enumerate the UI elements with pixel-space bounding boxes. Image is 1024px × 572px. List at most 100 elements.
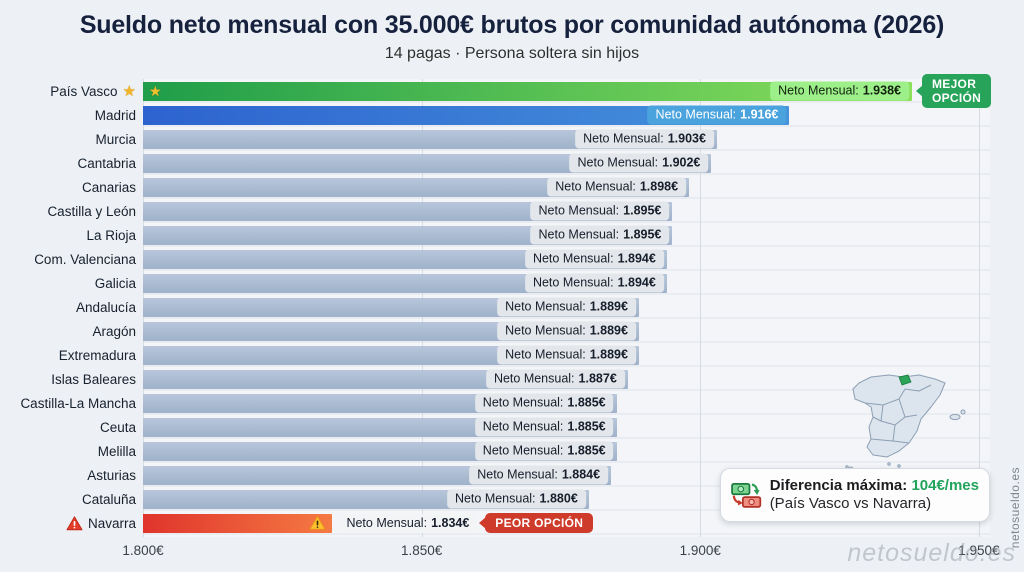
value-label-group: Neto Mensual: 1.880€: [446, 489, 586, 509]
value-pill: Neto Mensual: 1.889€: [497, 345, 636, 365]
chart-row-canarias: Canarias Neto Mensual: 1.898€: [0, 175, 1024, 199]
category-label: Melilla: [0, 444, 143, 459]
value-amount: 1.894€: [617, 251, 656, 266]
star-icon: ★: [122, 82, 136, 100]
value-pill: Neto Mensual: 1.894€: [524, 273, 664, 293]
value-label-group: Neto Mensual: 1.916€: [647, 105, 787, 125]
value-pill: Neto Mensual: 1.885€: [474, 417, 614, 437]
value-pill: Neto Mensual: 1.889€: [497, 297, 636, 317]
row-plot: Neto Mensual: 1.884€: [143, 463, 990, 487]
row-plot: Neto Mensual: 1.903€: [143, 127, 990, 151]
value-prefix: Neto Mensual:: [493, 371, 575, 386]
value-amount: 1.938€: [862, 83, 901, 98]
bar: [143, 513, 333, 533]
value-amount: 1.898€: [639, 179, 679, 194]
axis-gridline: [978, 79, 980, 537]
chart-row-murcia: Murcia Neto Mensual: 1.903€: [0, 127, 1024, 151]
best-option-badge-wrap: MEJOR OPCIÓN: [921, 74, 992, 108]
chart-row-madrid: Madrid Neto Mensual: 1.916€: [0, 103, 1024, 127]
value-pill: Neto Mensual: 1.916€: [647, 105, 787, 125]
page-title: Sueldo neto mensual con 35.000€ brutos p…: [79, 11, 945, 39]
value-amount: 1.887€: [578, 371, 617, 386]
chart-row-extremadura: Extremadura Neto Mensual: 1.889€: [0, 343, 1024, 367]
spain-map: [845, 374, 966, 474]
row-plot: Neto Mensual: 1.889€: [143, 319, 990, 343]
value-label-group: Neto Mensual: 1.884€: [469, 465, 609, 485]
category-label: Asturias: [0, 468, 143, 483]
value-pill: Neto Mensual: 1.884€: [469, 465, 609, 485]
chart-row-catalu-a: Cataluña Neto Mensual: 1.880€: [0, 487, 1024, 511]
warning-icon: [309, 515, 326, 531]
category-label: Islas Baleares: [0, 372, 143, 387]
row-plot: Neto Mensual: 1.889€: [143, 295, 990, 319]
category-name: Murcia: [95, 131, 136, 147]
value-label-group: Neto Mensual: 1.889€: [497, 321, 636, 341]
value-prefix: Neto Mensual:: [583, 131, 664, 146]
category-name: Galicia: [94, 275, 136, 291]
value-prefix: Neto Mensual:: [532, 275, 614, 290]
value-pill: Neto Mensual: 1.903€: [575, 129, 714, 149]
category-name: Castilla-La Mancha: [20, 395, 136, 411]
bar: ★: [143, 81, 912, 101]
category-label: Andalucía: [0, 300, 143, 315]
value-prefix: Neto Mensual:: [505, 299, 586, 314]
bar: [143, 129, 717, 149]
value-pill: Neto Mensual: 1.902€: [569, 153, 709, 173]
category-label: La Rioja: [0, 228, 143, 243]
value-pill: Neto Mensual: 1.938€: [770, 81, 909, 101]
worst-option-badge: PEOR OPCIÓN: [485, 513, 594, 533]
bar: [143, 153, 712, 173]
value-label-group: Neto Mensual: 1.895€: [530, 225, 670, 245]
row-plot: Neto Mensual: 1.885€: [143, 391, 990, 415]
category-name: País Vasco: [50, 83, 118, 99]
value-amount: 1.903€: [667, 131, 706, 146]
category-name: Cataluña: [81, 491, 136, 507]
watermark: netosueldo.es: [847, 539, 1016, 567]
difference-box: Diferencia máxima: 104€/mes (País Vasco …: [720, 468, 990, 522]
value-amount: 1.889€: [589, 323, 628, 338]
chart-row-arag-n: Aragón Neto Mensual: 1.889€: [0, 319, 1024, 343]
value-prefix: Neto Mensual:: [555, 179, 636, 194]
value-amount: 1.902€: [662, 155, 701, 170]
row-plot: Neto Mensual: 1.895€: [143, 199, 990, 223]
value-prefix: Neto Mensual:: [482, 395, 564, 410]
category-label: País Vasco ★: [0, 84, 143, 99]
value-label-group: Neto Mensual: 1.889€: [497, 297, 636, 317]
value-amount: 1.895€: [623, 227, 662, 242]
category-label: Castilla-La Mancha: [0, 396, 143, 411]
highlighted-region-pais-vasco: [898, 374, 912, 386]
value-label-group: Neto Mensual: 1.887€: [485, 369, 625, 389]
value-amount: 1.834€: [431, 515, 470, 530]
value-label-group: Neto Mensual: 1.889€: [497, 345, 636, 365]
category-label: Cataluña: [0, 492, 143, 507]
row-plot: Neto Mensual: 1.895€: [143, 223, 990, 247]
value-amount: 1.880€: [539, 491, 578, 506]
value-label-group: Neto Mensual: 1.885€: [474, 417, 614, 437]
value-pill: Neto Mensual: 1.889€: [497, 321, 636, 341]
chart-row-ceuta: Ceuta Neto Mensual: 1.885€: [0, 415, 1024, 439]
category-name: Com. Valenciana: [34, 251, 136, 267]
value-amount: 1.885€: [567, 443, 606, 458]
chart-row-navarra: Navarra Neto Mensual: 1.834€ PEOR OPCIÓN: [0, 511, 1024, 535]
row-plot: Neto Mensual: 1.885€: [143, 415, 990, 439]
value-prefix: Neto Mensual:: [538, 227, 620, 242]
value-prefix: Neto Mensual:: [778, 83, 859, 98]
value-label-group: Neto Mensual: 1.894€: [524, 249, 664, 269]
category-label: Aragón: [0, 324, 143, 339]
row-plot: Neto Mensual: 1.916€: [143, 103, 990, 127]
chart-row-galicia: Galicia Neto Mensual: 1.894€: [0, 271, 1024, 295]
side-watermark: netosueldo.es: [1008, 466, 1022, 548]
value-prefix: Neto Mensual:: [505, 347, 586, 362]
chart-row-com-valenciana: Com. Valenciana Neto Mensual: 1.894€: [0, 247, 1024, 271]
category-name: La Rioja: [86, 227, 136, 243]
category-name: Madrid: [94, 107, 136, 123]
value-amount: 1.894€: [617, 275, 656, 290]
value-pill: Neto Mensual: 1.834€: [338, 513, 478, 533]
row-plot: Neto Mensual: 1.902€: [143, 151, 990, 175]
value-label-group: Neto Mensual: 1.834€ PEOR OPCIÓN: [338, 513, 594, 533]
value-label-group: Neto Mensual: 1.938€: [770, 81, 909, 101]
chart-rows: País Vasco ★ ★ Neto Mensual: 1.938€ MEJOR OPC…: [0, 74, 1024, 535]
value-prefix: Neto Mensual:: [538, 203, 620, 218]
category-label: Galicia: [0, 276, 143, 291]
